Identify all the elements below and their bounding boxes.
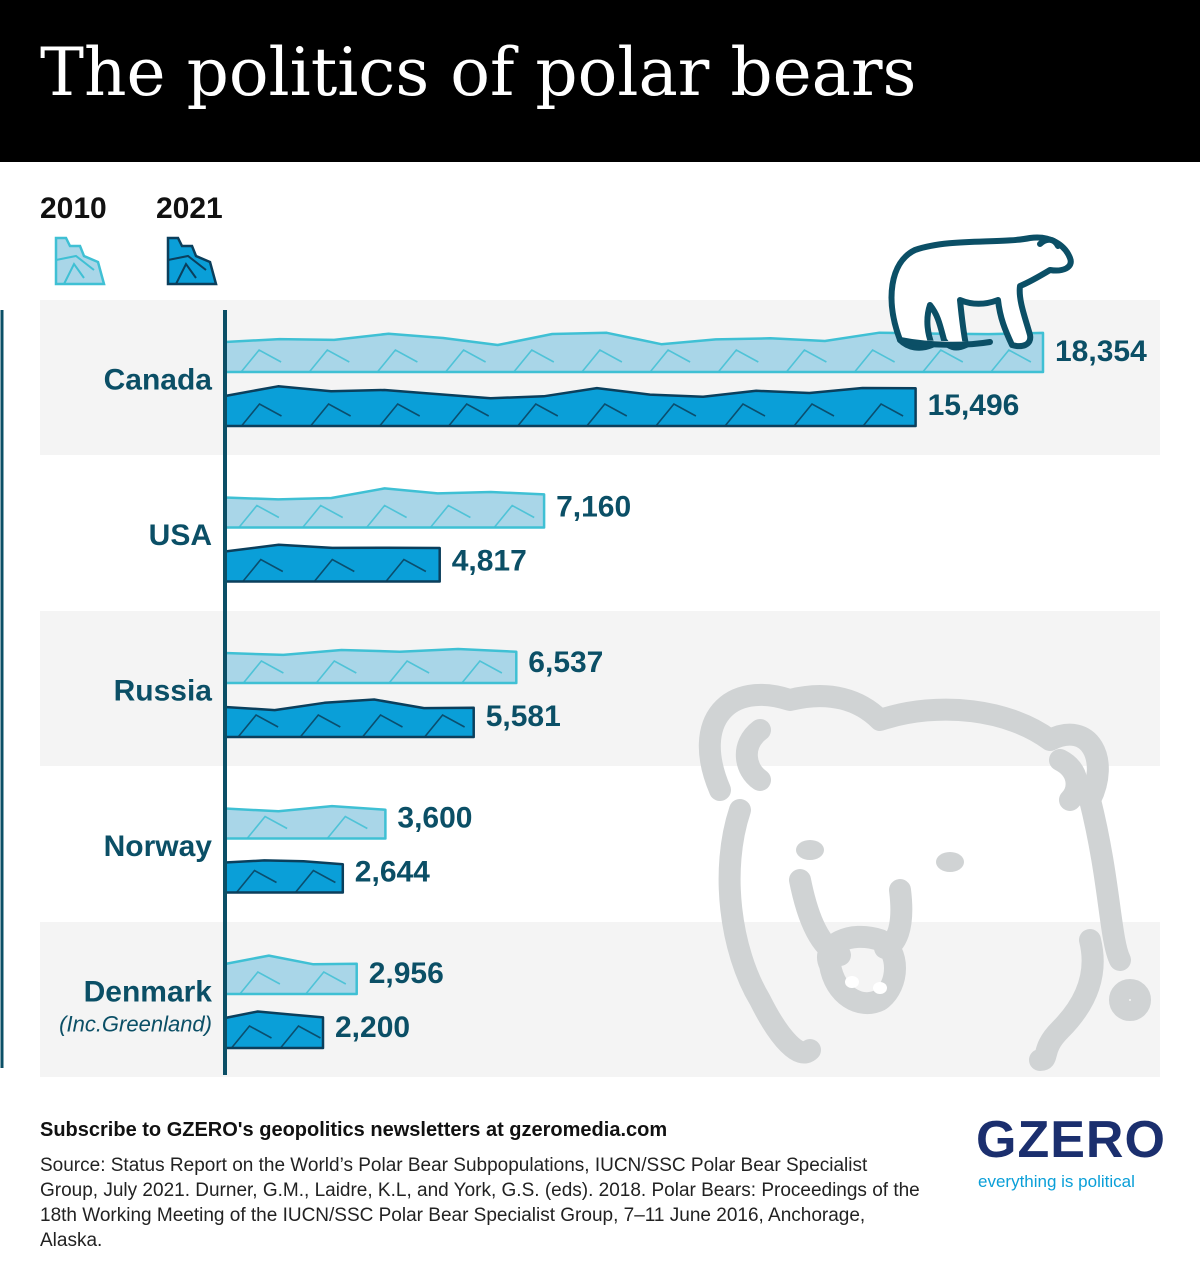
bar-texture-russia-2010 (242, 659, 503, 684)
category-label-canada: Canada (104, 364, 213, 397)
gzero-logo: GZERO (976, 1111, 1166, 1169)
bar-texture-denmark-2021 (230, 1024, 321, 1049)
bar-canada-2021 (223, 385, 917, 428)
category-label-russia: Russia (114, 675, 213, 708)
category-note-denmark: (Inc.Greenland) (59, 1012, 212, 1037)
legend-swatch-2010 (54, 236, 106, 286)
category-label-norway: Norway (104, 830, 213, 863)
bar-russia-2010 (223, 647, 518, 685)
polar-bear-icon (888, 234, 1074, 351)
bar-norway-2010 (223, 804, 387, 840)
legend-label-2010: 2010 (40, 192, 107, 225)
bear-face-watermark-icon (698, 684, 1151, 1071)
bar-texture-norway-2021 (235, 869, 336, 894)
legend-swatch-2021 (166, 236, 218, 286)
subscribe-text: Subscribe to GZERO's geopolitics newslet… (40, 1119, 668, 1141)
bar-usa-2021 (223, 543, 441, 583)
gzero-tagline: everything is political (978, 1172, 1135, 1191)
bar-texture-canada-2010 (240, 348, 1032, 373)
bar-denmark-2021 (223, 1010, 325, 1050)
bar-texture-russia-2021 (237, 713, 465, 738)
value-label-russia-2021: 5,581 (486, 700, 561, 733)
value-label-norway-2021: 2,644 (355, 856, 430, 889)
value-label-canada-2021: 15,496 (928, 389, 1020, 422)
value-labels: 18,354 15,496 7,160 4,817 6,537 5,581 3,600 2,6… (335, 335, 1147, 1044)
bear-face-watermark-eyes (796, 840, 964, 994)
value-label-russia-2010: 6,537 (528, 646, 603, 679)
value-label-denmark-2010: 2,956 (369, 957, 444, 990)
value-label-norway-2010: 3,600 (397, 802, 472, 835)
bar-russia-2021 (223, 698, 475, 739)
value-label-canada-2010: 18,354 (1055, 335, 1147, 368)
bar-texture-usa-2021 (242, 558, 427, 583)
bar-texture-usa-2010 (238, 504, 535, 529)
title-bar: The politics of polar bears (0, 0, 1200, 162)
category-labels: Canada USA Russia Norway Denmark (Inc.Greenla… (59, 364, 212, 1037)
bar-usa-2010 (223, 487, 546, 529)
bars (223, 331, 1045, 1050)
value-label-usa-2021: 4,817 (452, 545, 527, 578)
bar-texture-norway-2010 (246, 815, 368, 840)
bar-canada-2010 (223, 331, 1045, 374)
bar-texture-canada-2021 (240, 402, 904, 427)
legend-label-2021: 2021 (156, 192, 223, 225)
bar-texture-denmark-2010 (239, 970, 347, 995)
source-text: Source: Status Report on the World’s Pol… (40, 1155, 920, 1251)
value-label-usa-2010: 7,160 (556, 491, 631, 524)
chart-title: The politics of polar bears (40, 34, 917, 111)
category-label-denmark: Denmark (84, 976, 213, 1009)
category-label-usa: USA (149, 519, 212, 552)
value-label-denmark-2021: 2,200 (335, 1011, 410, 1044)
